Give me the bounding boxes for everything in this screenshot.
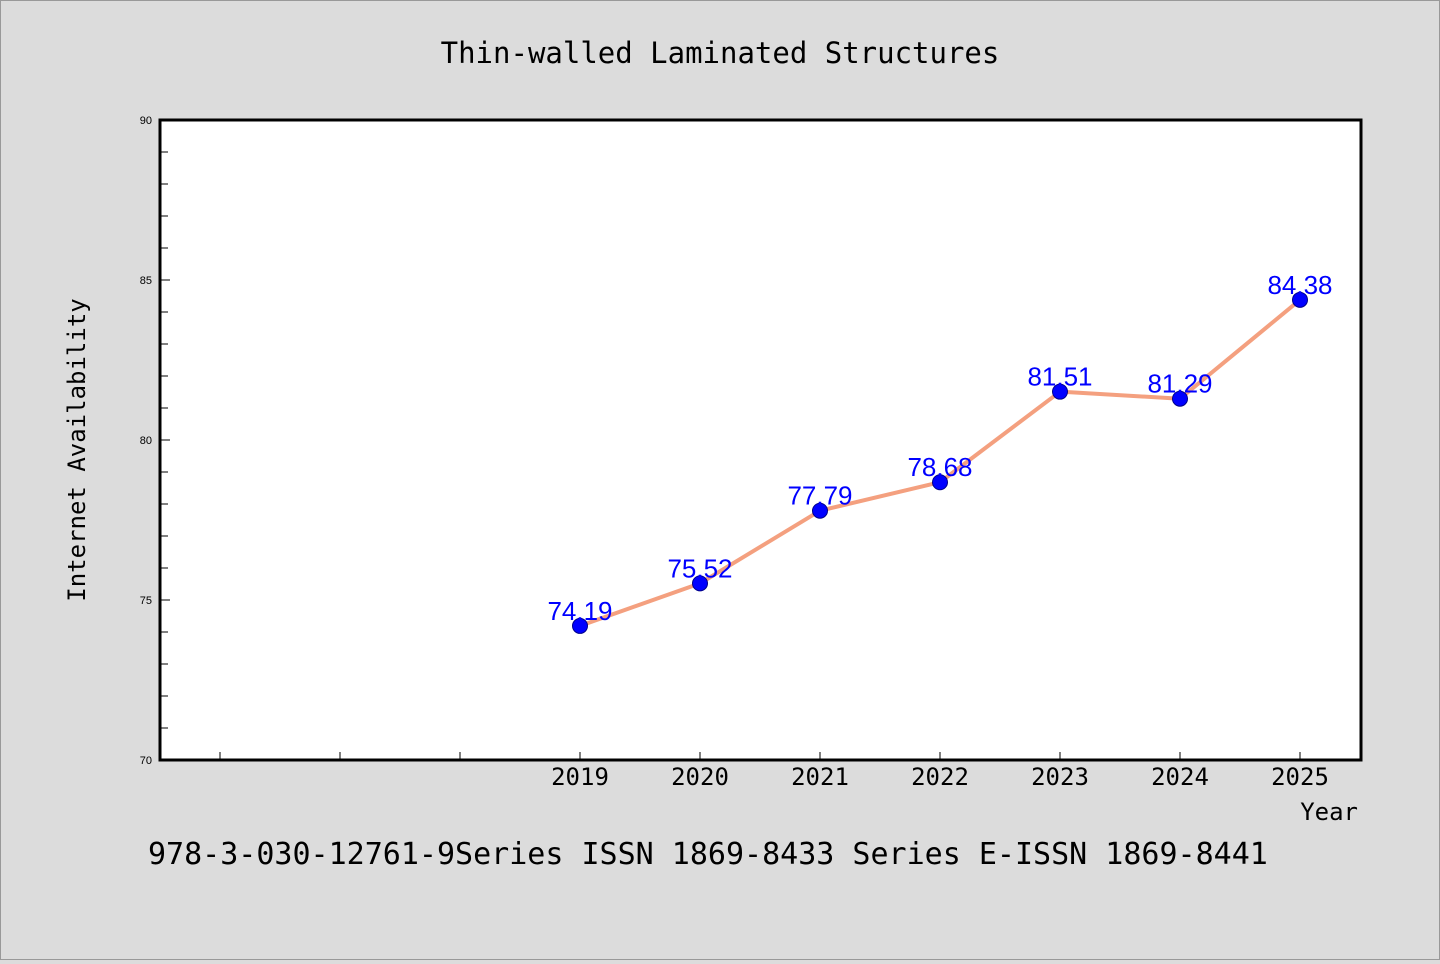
x-tick-label: 2020 [671, 763, 729, 791]
y-axis-label: Internet Availability [63, 298, 91, 601]
data-point [932, 474, 948, 491]
x-tick-label: 2021 [791, 763, 849, 791]
series-layer [572, 291, 1308, 634]
x-tick-label: 2019 [551, 763, 609, 791]
data-label: 81.51 [1027, 362, 1092, 392]
data-label: 84.38 [1267, 270, 1332, 300]
data-label: 77.79 [787, 481, 852, 511]
data-point [812, 502, 828, 519]
x-tick-label: 2024 [1151, 763, 1209, 791]
chart-caption: 978-3-030-12761-9Series ISSN 1869-8433 S… [148, 837, 1268, 872]
data-point [572, 617, 588, 634]
data-point [1292, 291, 1308, 308]
data-point [1052, 383, 1068, 400]
x-tick-label: 2023 [1031, 763, 1089, 791]
data-labels: 74.19 75.52 77.79 78.68 81.51 81.29 84.38 [547, 270, 1332, 626]
axis-ticks: 70 75 80 85 90 2019 2020 2021 2022 2023 2024 2025 [140, 115, 1329, 791]
plot-area [160, 120, 1361, 760]
y-tick-label: 85 [140, 275, 152, 287]
y-tick-label: 90 [140, 115, 152, 127]
data-label: 81.29 [1147, 369, 1212, 399]
y-tick-label: 70 [140, 755, 152, 767]
x-tick-label: 2022 [911, 763, 969, 791]
data-label: 78.68 [907, 452, 972, 482]
data-point [692, 575, 708, 592]
x-tick-label: 2025 [1271, 763, 1329, 791]
plot-frame [158, 118, 1363, 762]
y-tick-label: 80 [140, 435, 152, 447]
x-axis-label: Year [1300, 798, 1358, 826]
data-point [1172, 390, 1188, 407]
y-tick-label: 75 [140, 595, 152, 607]
chart-title: Thin-walled Laminated Structures [441, 36, 1000, 70]
data-label: 74.19 [547, 596, 612, 626]
data-label: 75.52 [667, 553, 732, 583]
